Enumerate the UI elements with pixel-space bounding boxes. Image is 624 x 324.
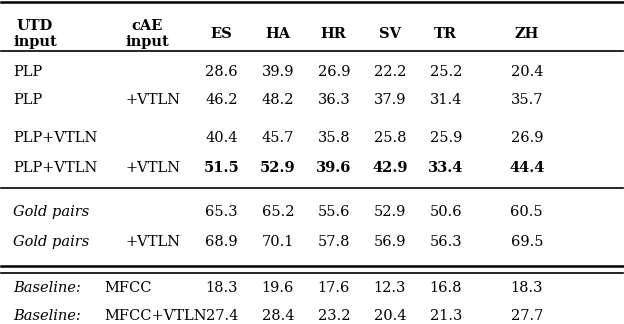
Text: Gold pairs: Gold pairs (13, 205, 89, 219)
Text: 39.6: 39.6 (316, 161, 351, 175)
Text: HR: HR (321, 27, 347, 41)
Text: 48.2: 48.2 (261, 93, 294, 107)
Text: SV: SV (379, 27, 401, 41)
Text: 25.9: 25.9 (430, 131, 462, 145)
Text: Gold pairs: Gold pairs (13, 235, 89, 249)
Text: 46.2: 46.2 (205, 93, 238, 107)
Text: 39.9: 39.9 (261, 65, 294, 79)
Text: 33.4: 33.4 (428, 161, 464, 175)
Text: 20.4: 20.4 (374, 309, 406, 323)
Text: MFCC+VTLN: MFCC+VTLN (104, 309, 207, 323)
Text: 35.8: 35.8 (318, 131, 350, 145)
Text: 16.8: 16.8 (429, 281, 462, 295)
Text: 21.3: 21.3 (430, 309, 462, 323)
Text: 37.9: 37.9 (374, 93, 406, 107)
Text: 40.4: 40.4 (205, 131, 238, 145)
Text: +VTLN: +VTLN (125, 161, 180, 175)
Text: TR: TR (434, 27, 457, 41)
Text: 27.7: 27.7 (510, 309, 543, 323)
Text: 45.7: 45.7 (261, 131, 294, 145)
Text: PLP: PLP (13, 93, 42, 107)
Text: +VTLN: +VTLN (125, 93, 180, 107)
Text: 42.9: 42.9 (372, 161, 407, 175)
Text: 28.4: 28.4 (261, 309, 294, 323)
Text: 26.9: 26.9 (510, 131, 543, 145)
Text: 44.4: 44.4 (509, 161, 545, 175)
Text: 28.6: 28.6 (205, 65, 238, 79)
Text: 17.6: 17.6 (318, 281, 350, 295)
Text: 12.3: 12.3 (374, 281, 406, 295)
Text: cAE
input: cAE input (125, 19, 169, 49)
Text: ZH: ZH (515, 27, 539, 41)
Text: UTD
input: UTD input (13, 19, 57, 49)
Text: 22.2: 22.2 (374, 65, 406, 79)
Text: 51.5: 51.5 (204, 161, 240, 175)
Text: +VTLN: +VTLN (125, 235, 180, 249)
Text: 18.3: 18.3 (205, 281, 238, 295)
Text: 36.3: 36.3 (318, 93, 350, 107)
Text: 69.5: 69.5 (510, 235, 543, 249)
Text: 55.6: 55.6 (318, 205, 350, 219)
Text: 56.9: 56.9 (374, 235, 406, 249)
Text: 52.9: 52.9 (260, 161, 296, 175)
Text: MFCC: MFCC (104, 281, 152, 295)
Text: 60.5: 60.5 (510, 205, 543, 219)
Text: PLP: PLP (13, 65, 42, 79)
Text: 52.9: 52.9 (374, 205, 406, 219)
Text: 50.6: 50.6 (429, 205, 462, 219)
Text: 25.2: 25.2 (430, 65, 462, 79)
Text: 20.4: 20.4 (510, 65, 543, 79)
Text: Baseline:: Baseline: (13, 281, 84, 295)
Text: PLP+VTLN: PLP+VTLN (13, 131, 97, 145)
Text: 26.9: 26.9 (318, 65, 350, 79)
Text: 31.4: 31.4 (430, 93, 462, 107)
Text: 35.7: 35.7 (510, 93, 543, 107)
Text: ES: ES (211, 27, 233, 41)
Text: 65.3: 65.3 (205, 205, 238, 219)
Text: 23.2: 23.2 (318, 309, 350, 323)
Text: 65.2: 65.2 (261, 205, 294, 219)
Text: 70.1: 70.1 (261, 235, 294, 249)
Text: 19.6: 19.6 (261, 281, 294, 295)
Text: 56.3: 56.3 (429, 235, 462, 249)
Text: 57.8: 57.8 (318, 235, 350, 249)
Text: 25.8: 25.8 (374, 131, 406, 145)
Text: 68.9: 68.9 (205, 235, 238, 249)
Text: HA: HA (265, 27, 290, 41)
Text: 27.4: 27.4 (205, 309, 238, 323)
Text: 18.3: 18.3 (510, 281, 543, 295)
Text: Baseline:: Baseline: (13, 309, 84, 323)
Text: PLP+VTLN: PLP+VTLN (13, 161, 97, 175)
